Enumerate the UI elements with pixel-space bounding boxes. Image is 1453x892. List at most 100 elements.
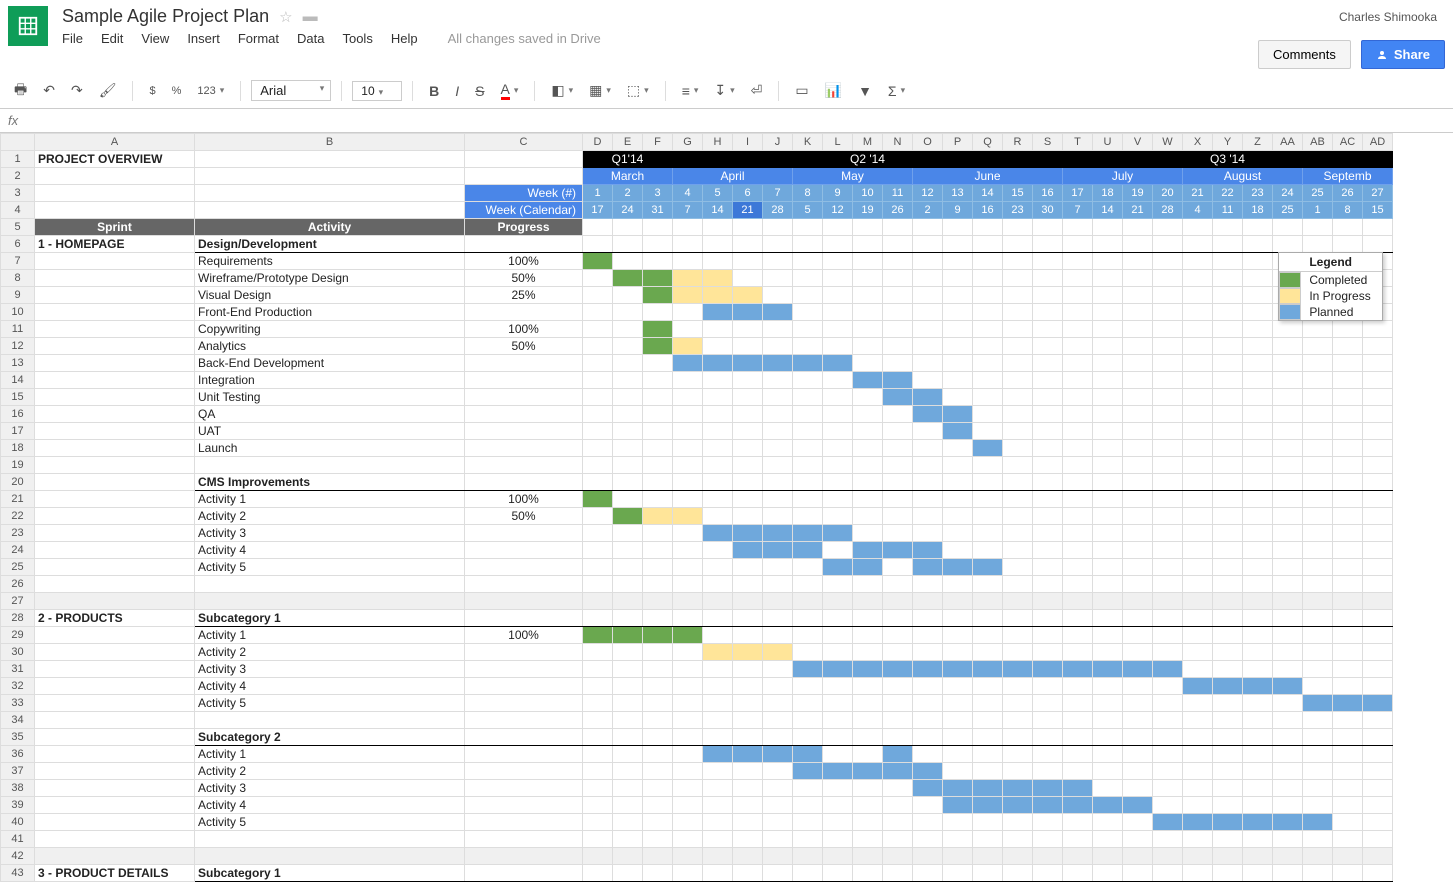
gantt-cell[interactable]	[733, 729, 763, 746]
gantt-cell[interactable]	[703, 746, 733, 763]
gantt-cell[interactable]	[1033, 848, 1063, 865]
gantt-cell[interactable]	[613, 491, 643, 508]
menu-help[interactable]: Help	[391, 31, 418, 46]
gantt-cell[interactable]	[793, 644, 823, 661]
gantt-cell[interactable]	[943, 865, 973, 882]
gantt-cell[interactable]	[973, 814, 1003, 831]
gantt-cell[interactable]	[1093, 712, 1123, 729]
gantt-cell[interactable]	[1363, 440, 1393, 457]
gantt-cell[interactable]	[1363, 355, 1393, 372]
gantt-cell[interactable]	[1033, 678, 1063, 695]
gantt-cell[interactable]	[1213, 389, 1243, 406]
gantt-cell[interactable]	[943, 236, 973, 253]
gantt-cell[interactable]	[703, 423, 733, 440]
gantt-cell[interactable]	[613, 627, 643, 644]
gantt-cell[interactable]	[1183, 525, 1213, 542]
gantt-cell[interactable]	[973, 355, 1003, 372]
gantt-cell[interactable]	[703, 763, 733, 780]
gantt-cell[interactable]	[1183, 780, 1213, 797]
gantt-cell[interactable]	[1303, 644, 1333, 661]
gantt-cell[interactable]	[583, 661, 613, 678]
gantt-cell[interactable]	[943, 763, 973, 780]
gantt-cell[interactable]	[1093, 695, 1123, 712]
gantt-cell[interactable]	[1303, 678, 1333, 695]
gantt-cell[interactable]	[1333, 729, 1363, 746]
gantt-cell[interactable]	[703, 576, 733, 593]
row-header[interactable]: 34	[1, 712, 35, 729]
gantt-cell[interactable]	[853, 355, 883, 372]
gantt-cell[interactable]	[703, 270, 733, 287]
gantt-cell[interactable]	[613, 287, 643, 304]
gantt-cell[interactable]	[1273, 865, 1303, 882]
gantt-cell[interactable]	[1153, 865, 1183, 882]
wrap-icon[interactable]: ⏎	[745, 78, 769, 103]
weeknum-cell[interactable]: 11	[883, 185, 913, 202]
gantt-cell[interactable]	[793, 338, 823, 355]
gantt-cell[interactable]	[1033, 814, 1063, 831]
gantt-cell[interactable]	[853, 406, 883, 423]
gantt-cell[interactable]	[733, 355, 763, 372]
gantt-cell[interactable]	[883, 253, 913, 270]
gantt-cell[interactable]	[613, 593, 643, 610]
weeknum-cell[interactable]: 20	[1153, 185, 1183, 202]
gantt-cell[interactable]	[1213, 848, 1243, 865]
gantt-cell[interactable]	[1153, 814, 1183, 831]
gantt-cell[interactable]	[1363, 797, 1393, 814]
weekcal-cell[interactable]: 7	[1063, 202, 1093, 219]
gantt-cell[interactable]	[703, 627, 733, 644]
sprint-cell[interactable]	[35, 797, 195, 814]
gantt-cell[interactable]	[1153, 797, 1183, 814]
gantt-cell[interactable]	[1243, 576, 1273, 593]
gantt-cell[interactable]	[853, 423, 883, 440]
activity-cell[interactable]: Analytics	[195, 338, 465, 355]
gantt-cell[interactable]	[1033, 423, 1063, 440]
gantt-cell[interactable]	[913, 440, 943, 457]
gantt-cell[interactable]	[823, 355, 853, 372]
gantt-cell[interactable]	[1063, 576, 1093, 593]
weeknum-cell[interactable]: 16	[1033, 185, 1063, 202]
text-color-icon[interactable]: A▾	[495, 77, 525, 104]
col-header[interactable]: U	[1093, 134, 1123, 151]
gantt-cell[interactable]	[853, 440, 883, 457]
gantt-cell[interactable]	[1063, 372, 1093, 389]
gantt-cell[interactable]	[1063, 304, 1093, 321]
gantt-cell[interactable]	[943, 746, 973, 763]
gantt-cell[interactable]	[583, 814, 613, 831]
gantt-cell[interactable]	[793, 661, 823, 678]
gantt-cell[interactable]	[673, 236, 703, 253]
gantt-cell[interactable]	[943, 695, 973, 712]
gantt-cell[interactable]	[823, 678, 853, 695]
gantt-cell[interactable]	[1273, 406, 1303, 423]
gantt-cell[interactable]	[1093, 474, 1123, 491]
gantt-cell[interactable]	[1123, 780, 1153, 797]
gantt-cell[interactable]	[583, 542, 613, 559]
gantt-cell[interactable]	[673, 848, 703, 865]
gantt-cell[interactable]	[1243, 780, 1273, 797]
gantt-cell[interactable]	[1123, 814, 1153, 831]
gantt-cell[interactable]	[1003, 644, 1033, 661]
gantt-cell[interactable]	[733, 831, 763, 848]
gantt-cell[interactable]	[1153, 593, 1183, 610]
gantt-cell[interactable]	[1063, 678, 1093, 695]
gantt-cell[interactable]	[1003, 236, 1033, 253]
gantt-cell[interactable]	[943, 508, 973, 525]
gantt-cell[interactable]	[823, 797, 853, 814]
progress-cell[interactable]: 50%	[465, 270, 583, 287]
gantt-cell[interactable]	[673, 304, 703, 321]
gantt-cell[interactable]	[1183, 695, 1213, 712]
gantt-cell[interactable]	[853, 814, 883, 831]
row-header[interactable]: 12	[1, 338, 35, 355]
share-button[interactable]: Share	[1361, 40, 1445, 69]
gantt-cell[interactable]	[583, 236, 613, 253]
gantt-cell[interactable]	[1153, 491, 1183, 508]
progress-cell[interactable]	[465, 780, 583, 797]
gantt-cell[interactable]	[1273, 236, 1303, 253]
weekcal-cell[interactable]: 18	[1243, 202, 1273, 219]
gantt-cell[interactable]	[793, 270, 823, 287]
gantt-cell[interactable]	[1003, 627, 1033, 644]
col-header[interactable]: K	[793, 134, 823, 151]
gantt-cell[interactable]	[583, 559, 613, 576]
col-header[interactable]: L	[823, 134, 853, 151]
gantt-cell[interactable]	[703, 372, 733, 389]
gantt-cell[interactable]	[883, 746, 913, 763]
